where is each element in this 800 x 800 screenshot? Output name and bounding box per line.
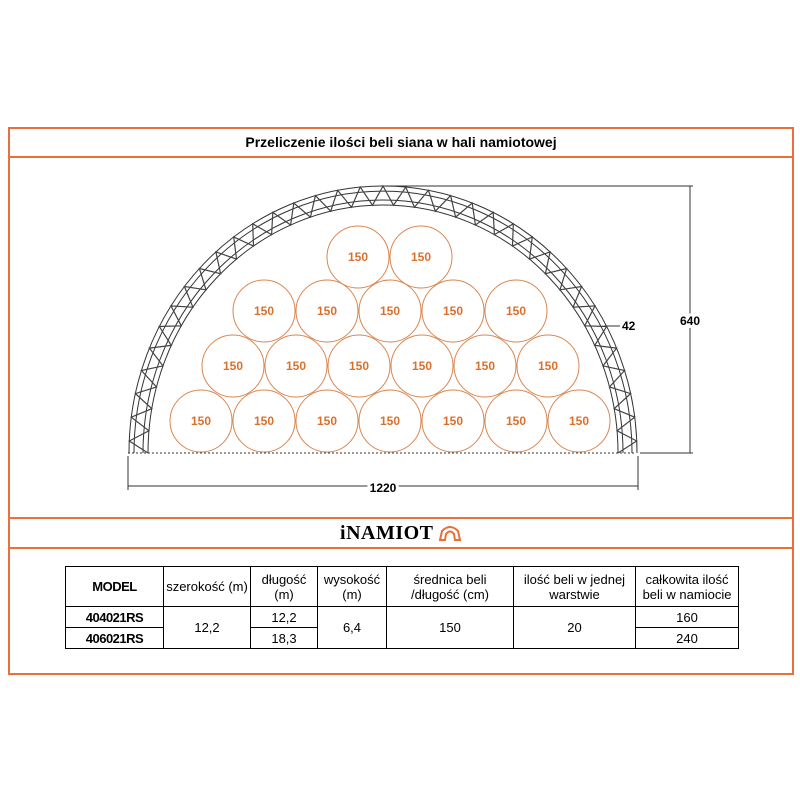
bale-label: 150 bbox=[380, 304, 400, 318]
hay-bale bbox=[295, 389, 359, 453]
bale-label: 150 bbox=[443, 304, 463, 318]
hay-bales: 150 150 150 150 150 150 150 150 150 150 150 150 150 1… bbox=[169, 225, 611, 453]
hay-bale bbox=[232, 279, 296, 343]
height-dimension: 640 bbox=[680, 314, 700, 328]
per-layer-cell: 20 bbox=[513, 606, 636, 649]
page-title: Przeliczenie ilości beli siana w hali na… bbox=[10, 129, 792, 158]
bale-label: 150 bbox=[569, 414, 589, 428]
hay-bale bbox=[421, 389, 485, 453]
height-cell: 6,4 bbox=[317, 606, 387, 649]
hay-bale bbox=[326, 225, 390, 289]
hay-bale bbox=[295, 279, 359, 343]
model-cell: 404021RS bbox=[65, 606, 164, 628]
bale-label: 150 bbox=[191, 414, 211, 428]
truss-chord bbox=[147, 204, 619, 454]
model-cell: 406021RS bbox=[65, 627, 164, 649]
header-width: szerokość (m) bbox=[163, 566, 251, 607]
hay-bale bbox=[453, 334, 517, 398]
arch-truss bbox=[128, 184, 638, 454]
bale-label: 150 bbox=[506, 304, 526, 318]
hay-bale bbox=[358, 279, 422, 343]
hay-bale bbox=[547, 389, 611, 453]
header-per-layer: ilość beli w jednej warstwie bbox=[513, 566, 636, 607]
bale-label: 150 bbox=[380, 414, 400, 428]
bale-label: 150 bbox=[475, 359, 495, 373]
header-model: MODEL bbox=[65, 566, 164, 607]
header-height: wysokość (m) bbox=[317, 566, 387, 607]
truss-chord bbox=[128, 185, 638, 454]
bale-label: 150 bbox=[254, 304, 274, 318]
bale-label: 150 bbox=[317, 414, 337, 428]
total-cell: 240 bbox=[635, 627, 739, 649]
hay-bale bbox=[484, 279, 548, 343]
sheet-frame: Przeliczenie ilości beli siana w hali na… bbox=[8, 127, 794, 675]
bale-label: 150 bbox=[348, 250, 368, 264]
hay-bale bbox=[358, 389, 422, 453]
hay-bale bbox=[516, 334, 580, 398]
bale-label: 150 bbox=[254, 414, 274, 428]
bale-label: 150 bbox=[286, 359, 306, 373]
total-cell: 160 bbox=[635, 606, 739, 628]
brand-logo: iNAMIOT bbox=[340, 522, 434, 544]
truss-dimension: 42 bbox=[622, 319, 636, 333]
tent-logo-icon bbox=[438, 526, 462, 541]
hay-bale bbox=[389, 225, 453, 289]
hay-bale bbox=[201, 334, 265, 398]
header-length: długość (m) bbox=[250, 566, 318, 607]
specs-table: MODEL szerokość (m) długość (m) wysokość… bbox=[65, 566, 739, 649]
header-total: całkowita ilość beli w namiocie bbox=[635, 566, 739, 607]
hay-bale bbox=[390, 334, 454, 398]
bale-label: 150 bbox=[411, 250, 431, 264]
logo-row: iNAMIOT bbox=[10, 517, 792, 549]
hay-bale bbox=[169, 389, 233, 453]
hay-bale bbox=[421, 279, 485, 343]
hay-bale bbox=[484, 389, 548, 453]
bale-label: 150 bbox=[506, 414, 526, 428]
hay-bale bbox=[232, 389, 296, 453]
bale-label: 150 bbox=[317, 304, 337, 318]
bale-label: 150 bbox=[443, 414, 463, 428]
bale-label: 150 bbox=[538, 359, 558, 373]
bale-cell: 150 bbox=[386, 606, 514, 649]
header-bale: średnica beli /długość (cm) bbox=[386, 566, 514, 607]
truss-lacing bbox=[128, 184, 638, 454]
truss-chord bbox=[133, 190, 633, 454]
bale-label: 150 bbox=[223, 359, 243, 373]
hay-bale bbox=[264, 334, 328, 398]
width-dimension: 1220 bbox=[370, 481, 397, 495]
width-cell: 12,2 bbox=[163, 606, 251, 649]
bale-label: 150 bbox=[412, 359, 432, 373]
hay-bale bbox=[327, 334, 391, 398]
truss-chord bbox=[142, 199, 624, 454]
length-cell: 18,3 bbox=[250, 627, 318, 649]
bale-label: 150 bbox=[349, 359, 369, 373]
length-cell: 12,2 bbox=[250, 606, 318, 628]
